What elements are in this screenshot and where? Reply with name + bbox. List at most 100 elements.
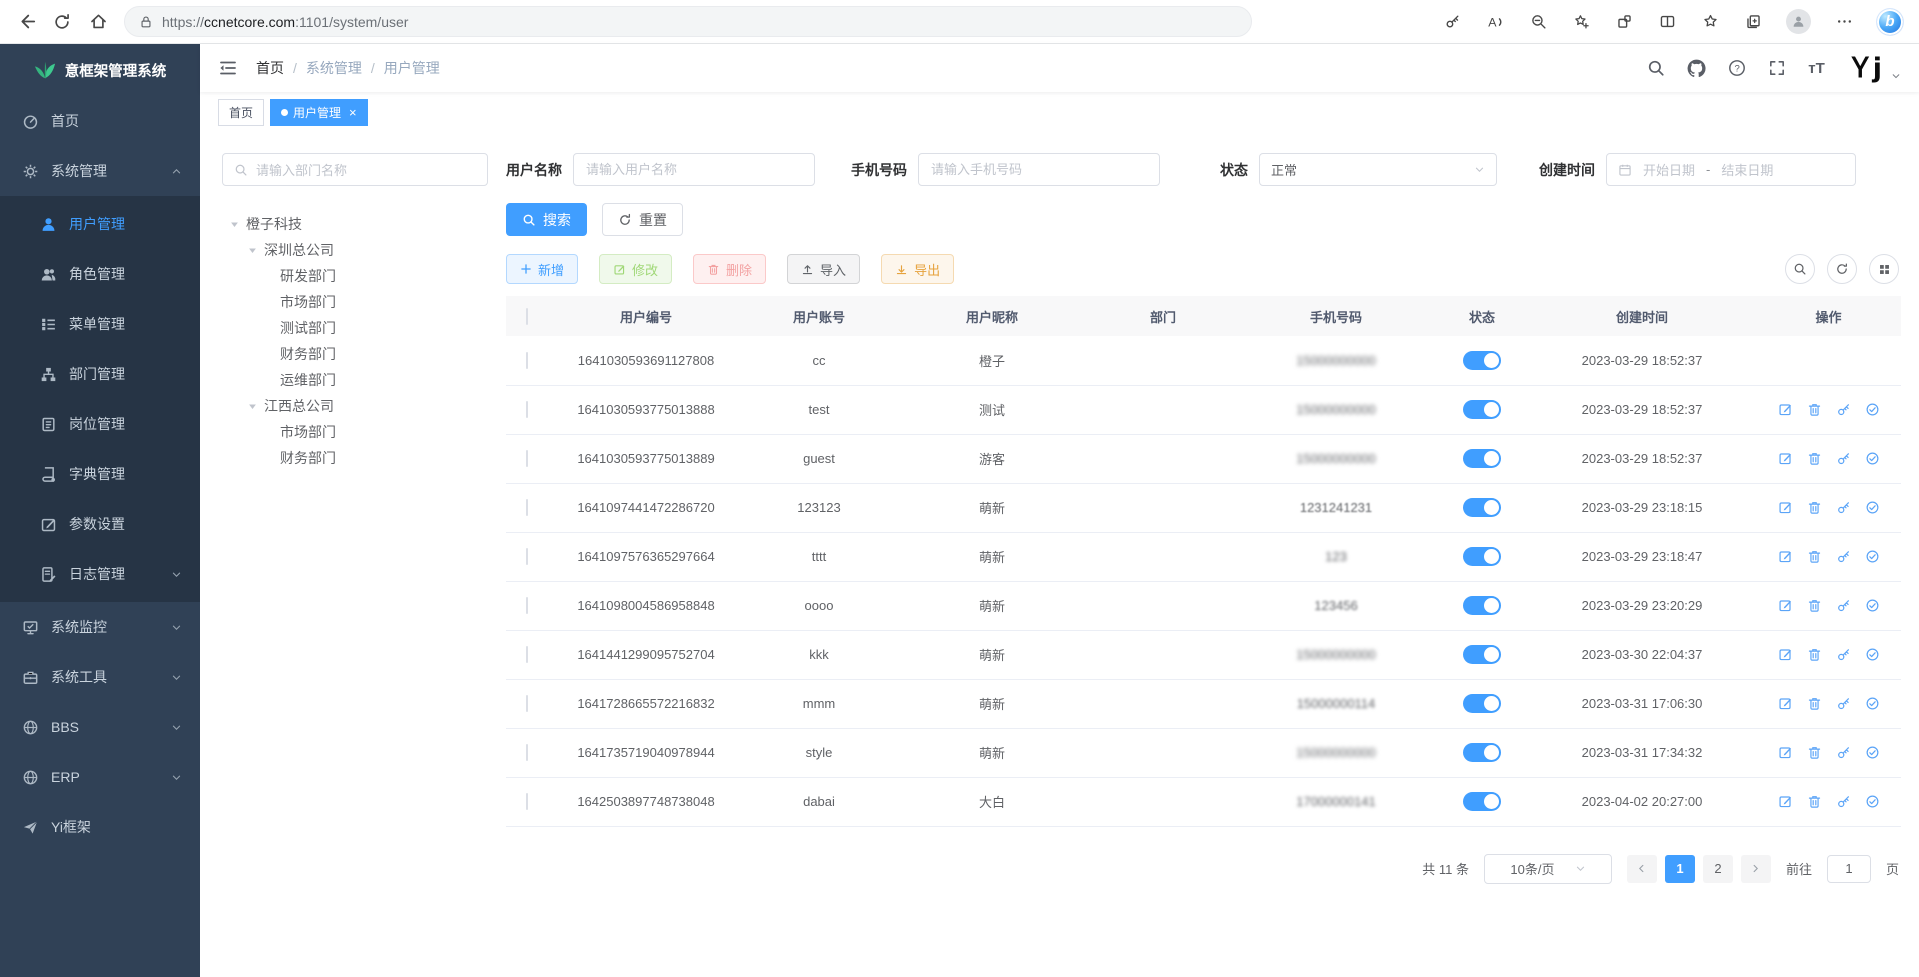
key-icon[interactable] (1836, 696, 1851, 711)
sidebar-item-部门管理[interactable]: 部门管理 (0, 349, 200, 399)
tab-close-icon[interactable]: × (349, 106, 357, 119)
sidebar-item-系统监控[interactable]: 系统监控 (0, 602, 200, 652)
delete-button[interactable]: 删除 (693, 254, 766, 284)
delete-icon[interactable] (1807, 451, 1822, 466)
prev-page-button[interactable] (1627, 855, 1657, 883)
status-toggle[interactable] (1463, 498, 1501, 517)
font-size-icon[interactable]: ᴛT (1808, 60, 1825, 77)
department-search-input[interactable]: 请输入部门名称 (222, 153, 488, 186)
check-circle-icon[interactable] (1865, 549, 1880, 564)
github-icon[interactable] (1687, 59, 1706, 78)
tree-node-运维部门[interactable]: 运维部门 (222, 367, 488, 393)
browser-back-icon[interactable] (16, 12, 36, 32)
tree-expand-caret-icon[interactable] (248, 246, 257, 255)
tree-expand-caret-icon[interactable] (230, 220, 239, 229)
edit-icon[interactable] (1778, 647, 1793, 662)
sidebar-item-系统管理[interactable]: 系统管理 (0, 146, 200, 196)
breadcrumb-home[interactable]: 首页 (256, 58, 284, 78)
sidebar-toggle-icon[interactable] (218, 58, 238, 78)
sidebar-item-Yi框架[interactable]: Yi框架 (0, 802, 200, 852)
sidebar-item-系统工具[interactable]: 系统工具 (0, 652, 200, 702)
edit-button[interactable]: 修改 (599, 254, 672, 284)
edit-icon[interactable] (1778, 598, 1793, 613)
sidebar-item-参数设置[interactable]: 参数设置 (0, 499, 200, 549)
key-icon[interactable] (1836, 598, 1851, 613)
sidebar-item-日志管理[interactable]: 日志管理 (0, 549, 200, 599)
browser-refresh-icon[interactable] (52, 12, 72, 32)
refresh-table-icon[interactable] (1827, 254, 1857, 284)
edit-icon[interactable] (1778, 500, 1793, 515)
delete-icon[interactable] (1807, 647, 1822, 662)
sidebar-item-字典管理[interactable]: 字典管理 (0, 449, 200, 499)
sidebar-item-角色管理[interactable]: 角色管理 (0, 249, 200, 299)
check-circle-icon[interactable] (1865, 402, 1880, 417)
row-checkbox[interactable] (526, 401, 528, 418)
key-icon[interactable] (1836, 745, 1851, 760)
tab-user-management[interactable]: 用户管理 × (270, 99, 368, 126)
edit-icon[interactable] (1778, 549, 1793, 564)
edit-icon[interactable] (1778, 402, 1793, 417)
check-circle-icon[interactable] (1865, 794, 1880, 809)
extensions-icon[interactable] (1614, 12, 1634, 32)
export-button[interactable]: 导出 (881, 254, 954, 284)
key-icon[interactable] (1836, 451, 1851, 466)
key-icon[interactable] (1836, 500, 1851, 515)
select-all-checkbox[interactable] (526, 308, 528, 325)
page-button-2[interactable]: 2 (1703, 855, 1733, 883)
read-aloud-icon[interactable]: A (1485, 12, 1505, 32)
check-circle-icon[interactable] (1865, 647, 1880, 662)
page-button-1[interactable]: 1 (1665, 855, 1695, 883)
check-circle-icon[interactable] (1865, 696, 1880, 711)
tree-node-市场部门[interactable]: 市场部门 (222, 419, 488, 445)
delete-icon[interactable] (1807, 794, 1822, 809)
check-circle-icon[interactable] (1865, 598, 1880, 613)
row-checkbox[interactable] (526, 352, 528, 369)
user-avatar-logo[interactable]: Ｙj (1847, 55, 1881, 82)
delete-icon[interactable] (1807, 696, 1822, 711)
sidebar-item-菜单管理[interactable]: 菜单管理 (0, 299, 200, 349)
reset-button[interactable]: 重置 (602, 203, 683, 236)
row-checkbox[interactable] (526, 597, 528, 614)
browser-profile-avatar[interactable] (1786, 9, 1811, 34)
row-checkbox[interactable] (526, 646, 528, 663)
edit-icon[interactable] (1778, 451, 1793, 466)
edit-icon[interactable] (1778, 696, 1793, 711)
tree-node-深圳总公司[interactable]: 深圳总公司 (222, 237, 488, 263)
tree-node-市场部门[interactable]: 市场部门 (222, 289, 488, 315)
row-checkbox[interactable] (526, 695, 528, 712)
tree-node-财务部门[interactable]: 财务部门 (222, 341, 488, 367)
edit-icon[interactable] (1778, 794, 1793, 809)
status-toggle[interactable] (1463, 596, 1501, 615)
row-checkbox[interactable] (526, 499, 528, 516)
sidebar-item-岗位管理[interactable]: 岗位管理 (0, 399, 200, 449)
status-toggle[interactable] (1463, 694, 1501, 713)
status-toggle[interactable] (1463, 547, 1501, 566)
status-toggle[interactable] (1463, 400, 1501, 419)
password-key-icon[interactable] (1442, 12, 1462, 32)
address-bar[interactable]: https://ccnetcore.com:1101/system/user (124, 6, 1252, 37)
tree-node-测试部门[interactable]: 测试部门 (222, 315, 488, 341)
favorites-icon[interactable] (1700, 12, 1720, 32)
sidebar-item-ERP[interactable]: ERP (0, 752, 200, 802)
zoom-out-icon[interactable] (1528, 12, 1548, 32)
sidebar-item-BBS[interactable]: BBS (0, 702, 200, 752)
check-circle-icon[interactable] (1865, 745, 1880, 760)
next-page-button[interactable] (1741, 855, 1771, 883)
key-icon[interactable] (1836, 794, 1851, 809)
split-screen-icon[interactable] (1657, 12, 1677, 32)
row-checkbox[interactable] (526, 793, 528, 810)
date-range-picker[interactable]: 开始日期 - 结束日期 (1606, 153, 1856, 186)
phone-input[interactable] (918, 153, 1160, 186)
delete-icon[interactable] (1807, 402, 1822, 417)
edit-icon[interactable] (1778, 745, 1793, 760)
key-icon[interactable] (1836, 549, 1851, 564)
delete-icon[interactable] (1807, 549, 1822, 564)
sidebar-item-首页[interactable]: 首页 (0, 96, 200, 146)
sidebar-item-用户管理[interactable]: 用户管理 (0, 199, 200, 249)
help-icon[interactable]: ? (1728, 59, 1746, 77)
add-button[interactable]: 新增 (506, 254, 578, 284)
header-search-icon[interactable] (1647, 59, 1665, 77)
status-toggle[interactable] (1463, 449, 1501, 468)
tree-node-研发部门[interactable]: 研发部门 (222, 263, 488, 289)
status-toggle[interactable] (1463, 645, 1501, 664)
